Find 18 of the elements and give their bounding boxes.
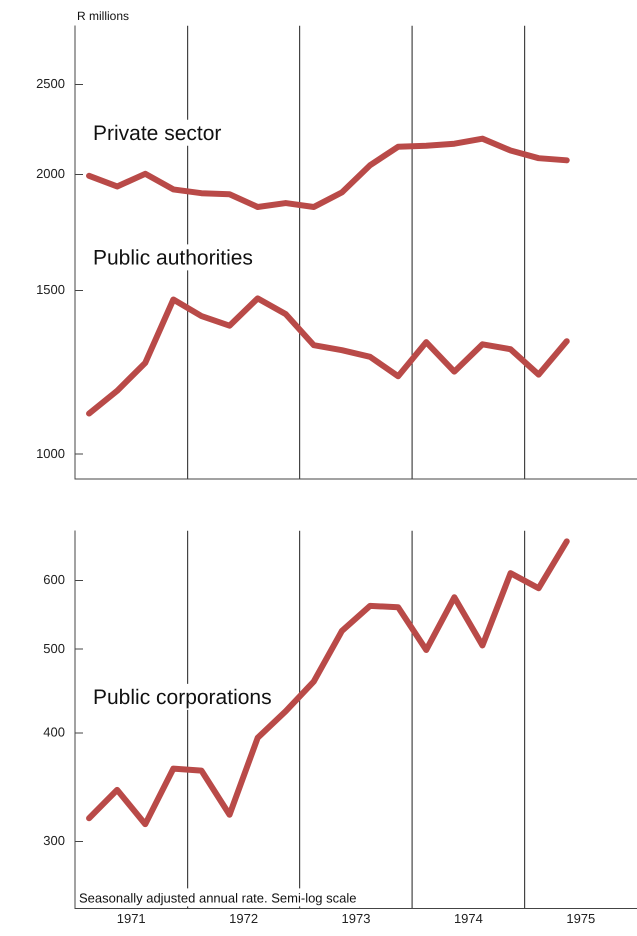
annotation: Seasonally adjusted annual rate. Semi-log scale: [79, 890, 357, 906]
x-tick-label: 1975: [566, 910, 596, 926]
y-tick-label: 400: [43, 724, 65, 740]
y-axis-title: R millions: [77, 8, 130, 23]
series-label: Private sector: [93, 122, 222, 145]
y-tick-label: 1500: [36, 282, 65, 298]
x-tick-label: 1973: [342, 910, 370, 926]
y-tick-label: 2000: [36, 166, 65, 181]
x-tick-label: 1974: [454, 910, 483, 926]
y-tick-label: 600: [43, 572, 65, 588]
y-tick-label: 2500: [36, 76, 65, 91]
y-tick-label: 500: [43, 640, 65, 656]
series-label: Public corporations: [93, 686, 272, 709]
y-tick-label: 300: [43, 832, 65, 848]
y-tick-label: 1000: [36, 446, 65, 461]
x-tick-label: 1971: [116, 910, 146, 926]
series-label: Public authorities: [93, 246, 253, 270]
x-tick-label: 1972: [229, 910, 258, 926]
